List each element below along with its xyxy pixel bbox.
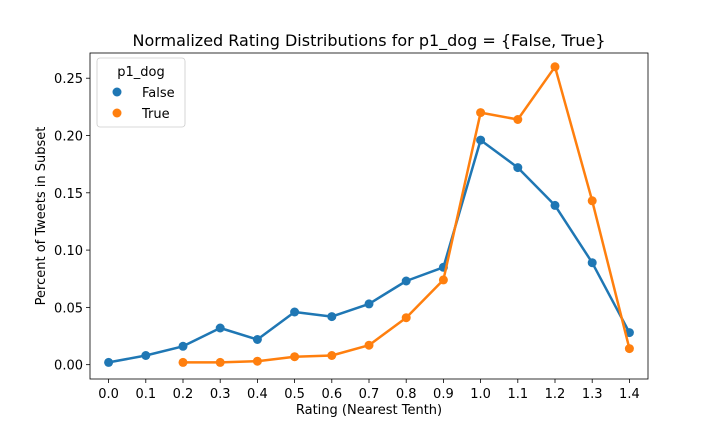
x-tick-label: 0.8 bbox=[396, 387, 417, 402]
data-point-true bbox=[364, 340, 374, 350]
y-tick-label: 0.15 bbox=[54, 187, 83, 202]
data-point-false bbox=[401, 276, 411, 286]
data-point-true bbox=[550, 62, 560, 72]
data-point-true bbox=[290, 352, 300, 362]
x-tick-label: 0.5 bbox=[284, 387, 305, 402]
legend-label-true: True bbox=[141, 107, 170, 122]
y-tick-label: 0.25 bbox=[54, 72, 83, 87]
data-point-true bbox=[513, 115, 523, 124]
data-point-true bbox=[476, 108, 486, 118]
x-tick-label: 0.6 bbox=[321, 387, 342, 402]
x-tick-label: 0.9 bbox=[433, 387, 454, 402]
x-tick-label: 1.2 bbox=[545, 387, 566, 402]
x-tick-label: 0.3 bbox=[210, 387, 231, 402]
data-point-false bbox=[513, 163, 523, 173]
data-point-false bbox=[141, 351, 151, 360]
y-axis-ticks: 0.00 0.05 0.10 0.15 0.20 0.25 bbox=[54, 72, 90, 374]
data-point-true bbox=[438, 275, 448, 285]
plot-frame bbox=[89, 52, 649, 380]
x-axis-ticks: 0.0 0.1 0.2 0.3 0.4 0.5 0.6 0.7 0.8 0.9 1.0 1.1 1.2 1… bbox=[98, 379, 640, 402]
x-tick-label: 1.0 bbox=[470, 387, 491, 402]
x-tick-label: 0.1 bbox=[135, 387, 156, 402]
data-point-true bbox=[252, 356, 262, 366]
x-tick-label: 1.4 bbox=[619, 387, 640, 402]
legend-title: p1_dog bbox=[117, 65, 164, 80]
data-point-false bbox=[327, 312, 337, 322]
data-point-false bbox=[364, 299, 374, 309]
y-tick-label: 0.05 bbox=[54, 301, 83, 316]
data-point-false bbox=[550, 200, 560, 210]
legend-marker-true bbox=[112, 108, 122, 118]
legend-marker-false bbox=[112, 87, 122, 97]
x-tick-label: 1.3 bbox=[582, 387, 603, 402]
data-point-false bbox=[476, 135, 486, 145]
x-tick-label: 0.0 bbox=[98, 387, 119, 402]
series-line-false bbox=[107, 138, 631, 364]
data-point-false bbox=[104, 357, 114, 367]
legend-label-false: False bbox=[142, 86, 175, 101]
data-point-false bbox=[252, 335, 262, 344]
y-axis-label: Percent of Tweets in Subset bbox=[34, 127, 49, 306]
data-point-true bbox=[215, 357, 225, 367]
data-point-false bbox=[587, 258, 597, 268]
chart-title: Normalized Rating Distributions for p1_d… bbox=[132, 31, 605, 51]
x-tick-label: 1.1 bbox=[507, 387, 528, 402]
x-tick-label: 0.2 bbox=[173, 387, 194, 402]
data-point-true bbox=[178, 357, 188, 367]
x-axis-label: Rating (Nearest Tenth) bbox=[296, 403, 442, 418]
series-layer bbox=[104, 62, 634, 367]
x-tick-label: 0.4 bbox=[247, 387, 268, 402]
data-point-false bbox=[178, 341, 188, 351]
data-point-true bbox=[327, 351, 337, 360]
y-tick-label: 0.10 bbox=[54, 244, 83, 259]
data-point-true bbox=[624, 344, 634, 354]
data-point-true bbox=[401, 313, 411, 323]
data-point-false bbox=[215, 323, 225, 333]
data-point-false bbox=[290, 307, 300, 317]
y-tick-label: 0.00 bbox=[54, 359, 83, 374]
x-tick-label: 0.7 bbox=[359, 387, 380, 402]
data-point-true bbox=[587, 196, 597, 206]
y-tick-label: 0.20 bbox=[54, 130, 83, 145]
legend: p1_dog False True bbox=[96, 57, 186, 128]
